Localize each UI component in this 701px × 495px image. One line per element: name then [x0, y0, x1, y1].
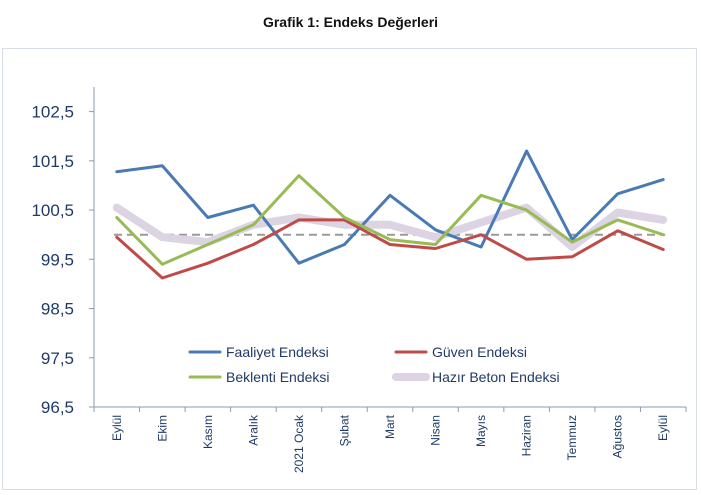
x-tick-label: Kasım	[201, 415, 215, 449]
plot-frame	[2, 48, 697, 490]
x-tick-label: Ağustos	[611, 415, 625, 458]
x-tick-label: Ekim	[155, 415, 169, 442]
x-tick-label: Mayıs	[474, 415, 488, 447]
x-tick-label: Nisan	[429, 415, 443, 446]
y-tick-label: 98,5	[41, 300, 74, 319]
x-tick-label: Şubat	[337, 414, 351, 446]
y-tick-label: 96,5	[41, 398, 74, 417]
y-tick-label: 100,5	[31, 201, 74, 220]
y-tick-label: 99,5	[41, 250, 74, 269]
x-tick-label: Eylül	[110, 415, 124, 441]
chart-title: Grafik 1: Endeks Değerleri	[262, 14, 439, 30]
x-tick-label: Eylül	[656, 415, 670, 441]
x-tick-label: Mart	[383, 414, 397, 439]
y-tick-label: 102,5	[31, 103, 74, 122]
x-tick-label: Aralık	[246, 414, 260, 446]
series-line	[115, 174, 665, 266]
legend-label: Faaliyet Endeksi	[226, 344, 329, 360]
x-tick-label: Haziran	[520, 415, 534, 456]
x-tick-label: 2021 Ocak	[292, 414, 306, 473]
series-line	[112, 203, 668, 251]
y-tick-label: 101,5	[31, 152, 74, 171]
legend-label: Beklenti Endeksi	[226, 369, 330, 385]
x-tick-label: Temmuz	[565, 415, 579, 460]
series-line	[115, 218, 665, 280]
legend-label: Güven Endeksi	[432, 344, 527, 360]
series-line	[115, 149, 665, 265]
y-tick-label: 97,5	[41, 349, 74, 368]
legend-label: Hazır Beton Endeksi	[432, 369, 560, 385]
